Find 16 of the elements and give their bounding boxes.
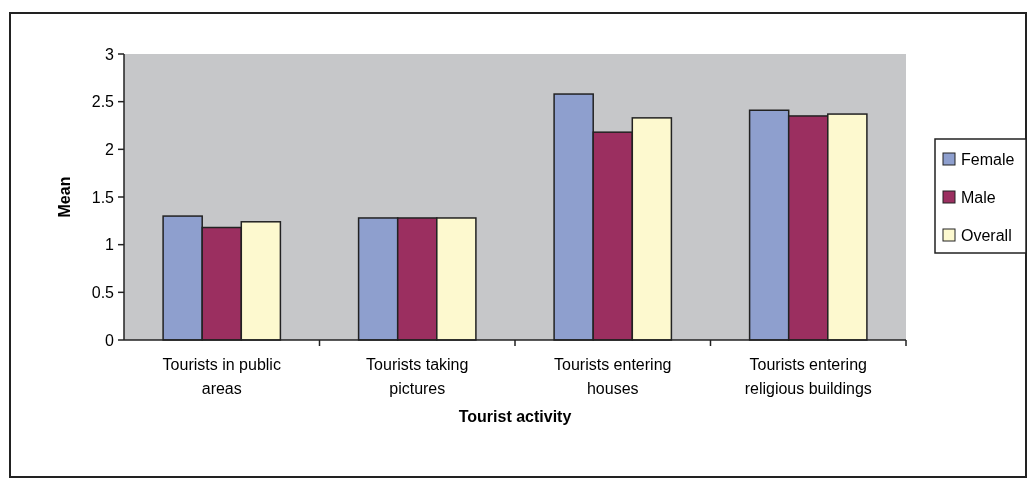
x-tick-label: Tourists taking pictures — [366, 356, 469, 397]
x-tick-label: Tourists entering houses — [554, 356, 672, 397]
y-tick-label: 2 — [105, 140, 115, 158]
y-tick-label: 2.5 — [91, 93, 115, 111]
y-tick-label: 1.5 — [91, 188, 115, 206]
y-tick-label: 1 — [105, 236, 115, 254]
legend-label: Female — [961, 150, 1015, 168]
x-axis-title: Tourist activity — [458, 408, 572, 425]
y-axis-title: Mean — [56, 176, 73, 218]
y-tick-label: 0.5 — [91, 283, 115, 301]
legend-label: Male — [961, 188, 996, 206]
y-tick-label: 3 — [105, 45, 115, 63]
x-tick-label: Tourists entering religious buildings — [744, 356, 872, 397]
x-tick-label: Tourists in public areas — [162, 356, 281, 397]
legend-label: Overall — [961, 226, 1012, 244]
y-tick-label: 0 — [105, 331, 115, 349]
